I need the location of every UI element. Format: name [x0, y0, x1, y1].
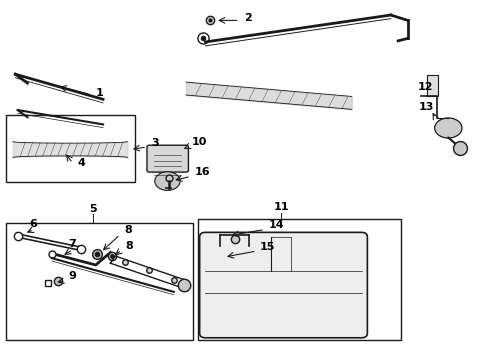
Text: 10: 10: [191, 137, 207, 147]
Text: 8: 8: [124, 225, 132, 235]
Bar: [198, 220, 400, 339]
Text: 8: 8: [125, 241, 133, 251]
Text: 3: 3: [151, 138, 158, 148]
Text: 6: 6: [29, 219, 37, 229]
Text: 5: 5: [89, 204, 97, 214]
Text: 13: 13: [417, 102, 433, 112]
FancyBboxPatch shape: [147, 145, 188, 172]
Text: 12: 12: [417, 82, 433, 92]
Text: 14: 14: [268, 220, 284, 230]
Bar: [5, 116, 135, 182]
Bar: [427, 75, 437, 96]
Circle shape: [434, 118, 461, 138]
Text: 7: 7: [68, 239, 76, 249]
Text: 2: 2: [244, 13, 252, 23]
Text: 9: 9: [68, 271, 76, 281]
FancyBboxPatch shape: [199, 232, 366, 338]
Bar: [5, 223, 193, 339]
Text: 16: 16: [194, 167, 210, 177]
Text: 11: 11: [273, 202, 288, 212]
Text: 15: 15: [260, 242, 275, 252]
Text: 4: 4: [78, 158, 85, 168]
Circle shape: [155, 172, 180, 190]
Text: 1: 1: [96, 88, 103, 98]
